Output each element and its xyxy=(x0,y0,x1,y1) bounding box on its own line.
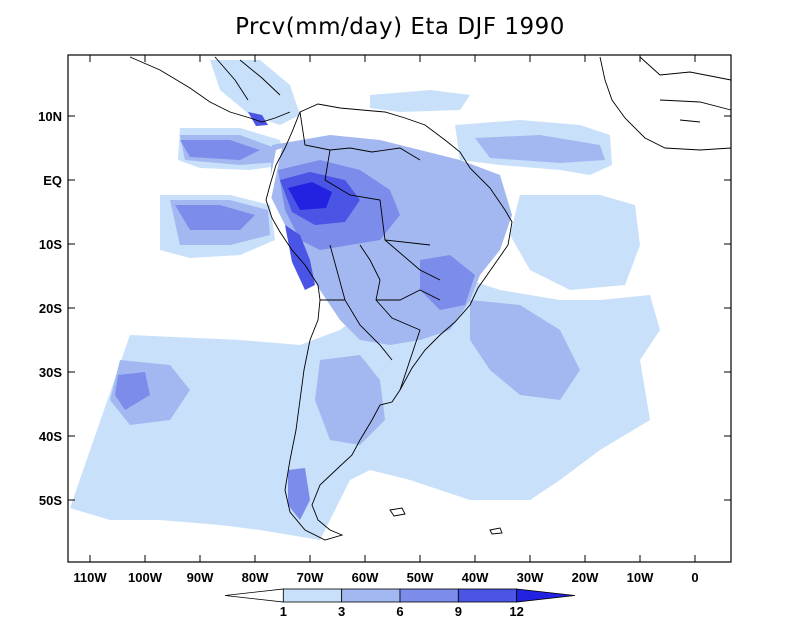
colorbar: 1 3 6 9 12 xyxy=(224,588,576,618)
lon-tick-label: 100W xyxy=(128,570,163,585)
colorbar-label: 3 xyxy=(338,604,345,618)
south-america-coast xyxy=(265,103,513,541)
precip-level-1-south-atlantic xyxy=(510,195,640,290)
colorbar-segment xyxy=(341,588,401,603)
precip-level-1-central-america xyxy=(210,60,300,125)
lat-tick-label: 10N xyxy=(38,109,62,124)
colorbar-segment xyxy=(457,588,518,603)
country-borders xyxy=(299,111,441,391)
lon-tick-label: 90W xyxy=(187,570,214,585)
precip-level-3-brazil xyxy=(420,255,475,310)
lat-tick-label: 50S xyxy=(39,493,62,508)
colorbar-label: 12 xyxy=(509,604,523,618)
precip-level-1-caribbean xyxy=(370,90,470,112)
precip-level-3-patagonia xyxy=(288,468,310,520)
colorbar-segment xyxy=(399,588,459,603)
precip-level-4-panama xyxy=(248,112,268,126)
longitude-axis: 110W 100W 90W 80W 70W 60W 50W 40W 30W 20W 10W 0 xyxy=(73,55,699,585)
latitude-axis: 10N EQ 10S 20S 30S 40S 50S xyxy=(38,109,731,508)
lon-tick-label: 70W xyxy=(297,570,324,585)
lon-tick-label: 40W xyxy=(462,570,489,585)
colorbar-label: 1 xyxy=(280,604,287,618)
lat-tick-label: EQ xyxy=(43,173,62,188)
andes-gap xyxy=(266,148,282,205)
precip-level-3-sw xyxy=(115,372,150,410)
lon-tick-label: 30W xyxy=(517,570,544,585)
lon-tick-label: 10W xyxy=(627,570,654,585)
central-america-coast xyxy=(129,56,291,123)
lat-tick-label: 30S xyxy=(39,365,62,380)
lon-tick-label: 80W xyxy=(242,570,269,585)
lat-tick-label: 20S xyxy=(39,301,62,316)
lon-tick-label: 60W xyxy=(352,570,379,585)
precip-level-4-andes xyxy=(285,225,315,290)
africa-coast xyxy=(599,56,732,151)
precip-level-3-pacific xyxy=(180,140,260,160)
precip-level-2-atlantic xyxy=(475,135,605,163)
precip-level-2-argentina xyxy=(315,355,385,445)
precip-level-2-sacz xyxy=(470,300,580,400)
lon-tick-label: 50W xyxy=(407,570,434,585)
lat-tick-label: 40S xyxy=(39,429,62,444)
falklands xyxy=(389,507,406,517)
lon-tick-label: 20W xyxy=(572,570,599,585)
precip-field xyxy=(70,60,660,540)
map-title: Prcv(mm/day) Eta DJF 1990 xyxy=(235,14,565,40)
lon-tick-label: 0 xyxy=(691,570,698,585)
colorbar-segment xyxy=(516,588,576,603)
colorbar-segment xyxy=(282,588,343,603)
small-island xyxy=(489,527,503,535)
lon-tick-label: 110W xyxy=(73,570,107,585)
precip-level-3-pacific-b xyxy=(175,205,255,230)
colorbar-segment xyxy=(224,588,284,603)
precip-level-5 xyxy=(288,182,332,210)
lat-tick-label: 10S xyxy=(39,237,62,252)
colorbar-label: 9 xyxy=(455,604,462,618)
colorbar-label: 6 xyxy=(396,604,403,618)
coastlines xyxy=(129,56,732,541)
